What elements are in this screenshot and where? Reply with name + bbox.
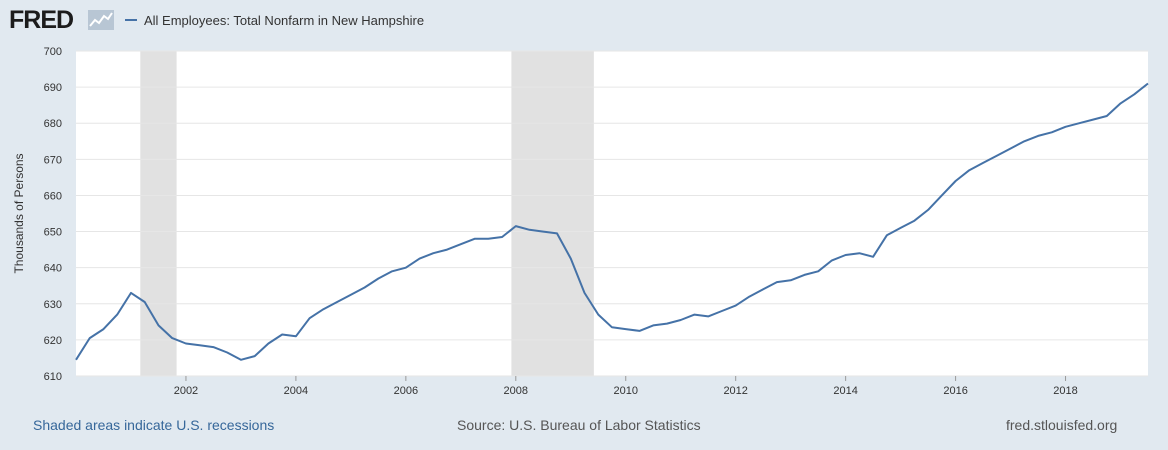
x-tick-label: 2006 xyxy=(394,385,418,397)
y-tick-label: 610 xyxy=(44,371,62,383)
series-line[interactable] xyxy=(75,82,1149,361)
recession-band xyxy=(511,51,594,376)
x-axis-ticks: 2002 2004 2006 2008 2010 2012 2014 2016 2018 xyxy=(174,376,1078,397)
fred-logo[interactable]: FRED xyxy=(9,6,74,34)
y-tick-label: 620 xyxy=(44,335,62,347)
y-axis-ticks: 610 620 630 640 650 660 670 680 690 700 xyxy=(44,46,62,383)
chart-legend: All Employees: Total Nonfarm in New Hamp… xyxy=(125,12,424,28)
recession-note-link[interactable]: Shaded areas indicate U.S. recessions xyxy=(33,417,275,433)
source-text: Source: U.S. Bureau of Labor Statistics xyxy=(457,417,701,433)
x-tick-label: 2012 xyxy=(723,385,747,397)
x-tick-label: 2016 xyxy=(943,385,967,397)
y-tick-label: 700 xyxy=(44,46,62,58)
fred-site-link[interactable]: fred.stlouisfed.org xyxy=(1006,417,1118,433)
y-tick-label: 630 xyxy=(44,299,62,311)
y-tick-label: 690 xyxy=(44,82,62,94)
recession-bands xyxy=(140,51,594,376)
x-tick-label: 2014 xyxy=(833,385,857,397)
x-tick-label: 2018 xyxy=(1053,385,1077,397)
x-tick-label: 2008 xyxy=(504,385,528,397)
plot-area xyxy=(76,51,1148,376)
y-tick-label: 680 xyxy=(44,118,62,130)
y-tick-label: 640 xyxy=(44,263,62,275)
legend-label[interactable]: All Employees: Total Nonfarm in New Hamp… xyxy=(144,13,425,29)
chart-header: FRED All Employees: Total Nonfarm in New… xyxy=(0,0,1168,40)
x-tick-label: 2002 xyxy=(174,385,198,397)
y-tick-label: 660 xyxy=(44,190,62,202)
x-tick-label: 2004 xyxy=(284,385,308,397)
fred-logo-graph-icon xyxy=(88,10,114,30)
y-axis-title: Thousands of Persons xyxy=(12,153,26,273)
recession-band xyxy=(140,51,177,376)
y-tick-label: 670 xyxy=(44,154,62,166)
grid-lines xyxy=(76,50,1148,377)
legend-line-icon xyxy=(125,18,137,21)
y-tick-label: 650 xyxy=(44,227,62,239)
x-tick-label: 2010 xyxy=(614,385,638,397)
